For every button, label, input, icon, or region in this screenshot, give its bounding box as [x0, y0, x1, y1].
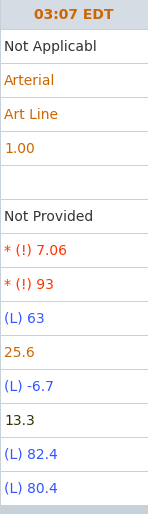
- Bar: [1, 234, 148, 267]
- Bar: [1, 132, 148, 165]
- Text: (L) -6.7: (L) -6.7: [4, 380, 54, 394]
- Bar: [1, 438, 148, 471]
- Bar: [1, 472, 148, 505]
- Bar: [1, 0, 148, 29]
- Bar: [1, 268, 148, 301]
- Text: Not Applicabl: Not Applicabl: [4, 40, 97, 54]
- Text: Not Provided: Not Provided: [4, 210, 93, 224]
- Text: 25.6: 25.6: [4, 346, 35, 360]
- Text: 1.00: 1.00: [4, 142, 35, 156]
- Text: * (!) 7.06: * (!) 7.06: [4, 244, 67, 258]
- Bar: [1, 302, 148, 335]
- Text: (L) 80.4: (L) 80.4: [4, 482, 58, 496]
- Bar: [1, 404, 148, 437]
- Text: Art Line: Art Line: [4, 108, 58, 122]
- Text: 03:07 EDT: 03:07 EDT: [34, 8, 114, 22]
- Text: (L) 82.4: (L) 82.4: [4, 448, 58, 462]
- Bar: [1, 98, 148, 131]
- Bar: [1, 336, 148, 369]
- Bar: [1, 200, 148, 233]
- Text: * (!) 93: * (!) 93: [4, 278, 54, 292]
- Bar: [1, 64, 148, 97]
- Text: (L) 63: (L) 63: [4, 312, 45, 326]
- Bar: [1, 166, 148, 199]
- Bar: [1, 30, 148, 63]
- Bar: [1, 370, 148, 403]
- Text: Arterial: Arterial: [4, 74, 55, 88]
- Text: 13.3: 13.3: [4, 414, 35, 428]
